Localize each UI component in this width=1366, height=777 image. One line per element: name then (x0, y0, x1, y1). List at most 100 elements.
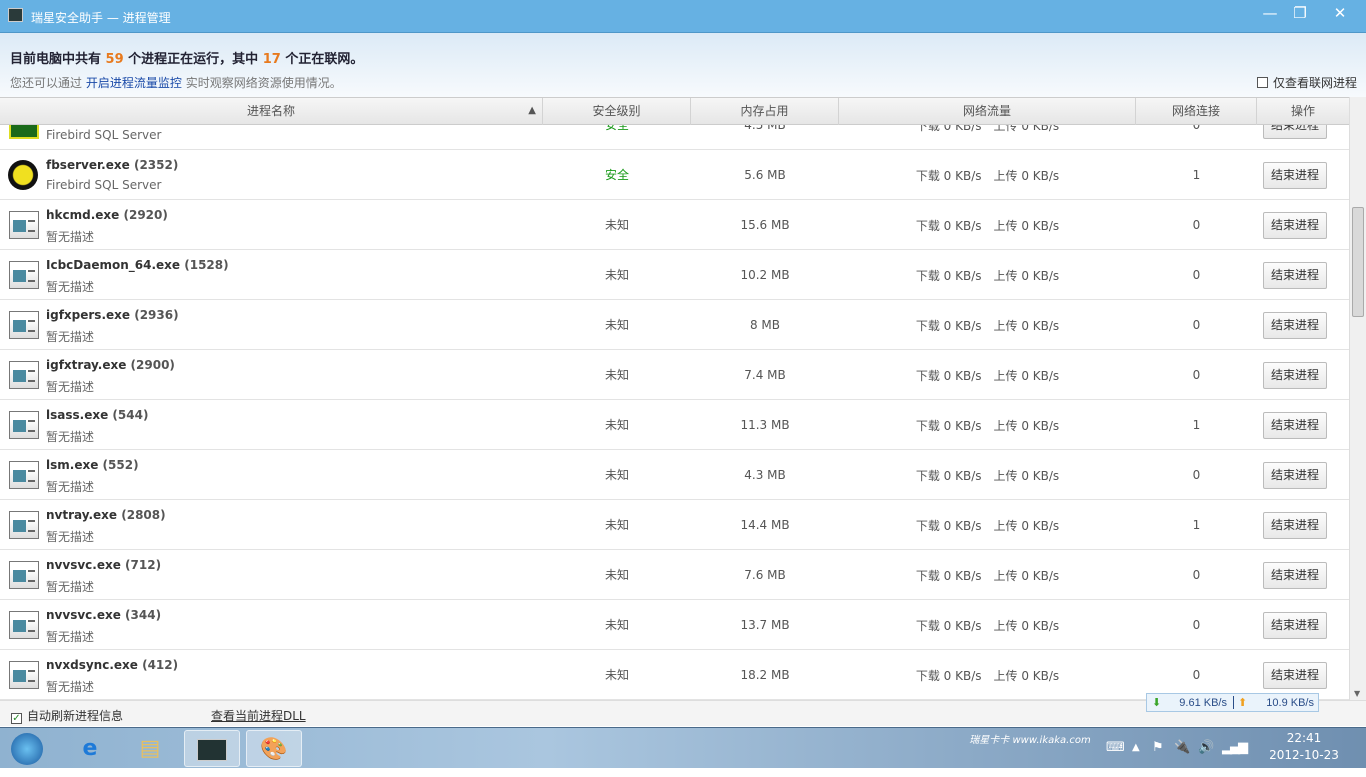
memory-usage: 18.2 MB (740, 668, 790, 682)
table-header: 进程名称 ▲ 安全级别 内存占用 网络流量 网络连接 操作 (0, 97, 1349, 125)
upload-rate: 上传 0 KB/s (993, 168, 1060, 183)
checkbox-icon (1256, 77, 1268, 88)
end-process-button[interactable]: 结束进程 (1263, 512, 1327, 539)
process-pid: (2808) (121, 508, 166, 522)
memory-usage: 15.6 MB (740, 218, 790, 232)
upload-rate: 上传 0 KB/s (993, 468, 1060, 483)
process-description: 暂无描述 (46, 530, 95, 544)
process-name: nvvsvc.exe (344) (46, 608, 161, 622)
column-name[interactable]: 进程名称 ▲ (0, 98, 543, 125)
end-process-button[interactable]: 结束进程 (1263, 212, 1327, 239)
end-process-button[interactable]: 结束进程 (1263, 612, 1327, 639)
column-traffic[interactable]: 网络流量 (839, 98, 1136, 125)
upload-speed: 10.9 KB/s (1266, 697, 1314, 709)
scrollbar-thumb[interactable] (1352, 207, 1364, 317)
security-level: 未知 (604, 268, 629, 282)
process-row[interactable]: lsm.exe (552) 暂无描述 未知 4.3 MB 下载 0 KB/s 上传… (0, 450, 1349, 500)
end-process-button[interactable]: 结束进程 (1263, 262, 1327, 289)
show-hidden-icons-icon[interactable]: ▲ (1132, 742, 1140, 753)
process-manager-taskbar-icon[interactable] (184, 730, 240, 767)
paint-taskbar-icon[interactable]: 🎨 (246, 730, 302, 767)
process-pid: (1528) (184, 258, 229, 272)
download-rate: 下载 0 KB/s (915, 468, 982, 483)
upload-arrow-icon: ⬆ (1238, 697, 1248, 709)
action-center-flag-icon[interactable]: ⚑ (1152, 740, 1164, 755)
end-process-button[interactable]: 结束进程 (1263, 662, 1327, 689)
process-exe: lsm.exe (46, 458, 99, 472)
network-traffic: 下载 0 KB/s 上传 0 KB/s (839, 350, 1136, 400)
process-row[interactable]: hkcmd.exe (2920) 暂无描述 未知 15.6 MB 下载 0 KB… (0, 200, 1349, 250)
download-rate: 下载 0 KB/s (915, 125, 982, 133)
network-process-count: 17 (262, 52, 281, 67)
security-level: 未知 (604, 468, 629, 482)
process-row[interactable]: nvxdsync.exe (412) 暂无描述 未知 18.2 MB 下载 0 … (0, 650, 1349, 700)
maximize-button[interactable]: ❐ (1293, 4, 1307, 22)
explorer-taskbar-icon[interactable]: ▤ (139, 736, 161, 761)
ie-taskbar-icon[interactable]: e (82, 736, 98, 761)
security-level: 未知 (604, 368, 629, 382)
end-process-button[interactable]: 结束进程 (1263, 462, 1327, 489)
end-process-button[interactable]: 结束进程 (1263, 362, 1327, 389)
process-description: 暂无描述 (46, 230, 95, 244)
column-security[interactable]: 安全级别 (543, 98, 691, 125)
process-pid: (712) (125, 558, 162, 572)
process-exe: lsass.exe (46, 408, 109, 422)
date: 2012-10-23 (1269, 748, 1339, 762)
monitor-icon (197, 739, 227, 761)
column-connections[interactable]: 网络连接 (1136, 98, 1257, 125)
column-memory[interactable]: 内存占用 (691, 98, 839, 125)
process-row[interactable]: lsass.exe (544) 暂无描述 未知 11.3 MB 下载 0 KB/… (0, 400, 1349, 450)
process-pid: (2900) (130, 358, 175, 372)
process-name: lsm.exe (552) (46, 458, 139, 472)
process-row[interactable]: IcbcDaemon_64.exe (1528) 暂无描述 未知 10.2 MB… (0, 250, 1349, 300)
scroll-down-icon[interactable]: ▼ (1354, 689, 1361, 698)
process-exe: nvtray.exe (46, 508, 118, 522)
connection-count: 0 (1192, 668, 1201, 682)
power-icon[interactable]: 🔌 (1174, 740, 1191, 755)
upload-rate: 上传 0 KB/s (993, 568, 1060, 583)
start-button[interactable] (2, 730, 52, 767)
process-pid: (2920) (123, 208, 168, 222)
minimize-button[interactable]: — (1262, 4, 1278, 22)
memory-usage: 4.3 MB (744, 468, 786, 482)
process-description: 暂无描述 (46, 280, 95, 294)
auto-refresh-checkbox[interactable]: ✓ 自动刷新进程信息 (11, 707, 123, 724)
process-description: 暂无描述 (46, 630, 95, 644)
process-row[interactable]: igfxtray.exe (2900) 暂无描述 未知 7.4 MB 下载 0 … (0, 350, 1349, 400)
download-rate: 下载 0 KB/s (915, 218, 982, 233)
summary-text: 个进程正在运行，其中 (128, 52, 259, 67)
process-exe: igfxpers.exe (46, 308, 131, 322)
firebird-icon (8, 160, 38, 190)
process-row[interactable]: igfxpers.exe (2936) 暂无描述 未知 8 MB 下载 0 KB… (0, 300, 1349, 350)
upload-rate: 上传 0 KB/s (993, 318, 1060, 333)
view-dll-link[interactable]: 查看当前进程DLL (211, 709, 306, 723)
process-name: nvxdsync.exe (412) (46, 658, 178, 672)
enable-traffic-monitor-link[interactable]: 开启进程流量监控 (85, 76, 182, 90)
security-level: 未知 (604, 668, 629, 682)
end-process-button[interactable]: 结束进程 (1263, 562, 1327, 589)
end-process-button[interactable]: 结束进程 (1263, 125, 1327, 139)
close-button[interactable]: ✕ (1333, 4, 1347, 22)
process-row[interactable]: Firebird SQL Server 安全 4.5 MB 下载 0 KB/s 上… (0, 125, 1349, 150)
upload-rate: 上传 0 KB/s (993, 418, 1060, 433)
process-description: 暂无描述 (46, 480, 95, 494)
end-process-button[interactable]: 结束进程 (1263, 312, 1327, 339)
connection-count: 0 (1192, 125, 1201, 132)
end-process-button[interactable]: 结束进程 (1263, 412, 1327, 439)
network-signal-icon[interactable]: ▂▄▆ (1222, 740, 1248, 755)
download-speed: 9.61 KB/s (1179, 697, 1227, 709)
clock[interactable]: 22:41 2012-10-23 (1262, 730, 1346, 764)
volume-icon[interactable]: 🔊 (1198, 740, 1215, 755)
process-row[interactable]: nvvsvc.exe (344) 暂无描述 未知 13.7 MB 下载 0 KB… (0, 600, 1349, 650)
app-window-icon (9, 511, 39, 539)
keyboard-icon[interactable]: ⌨ (1106, 740, 1125, 755)
end-process-button[interactable]: 结束进程 (1263, 162, 1327, 189)
process-row[interactable]: nvvsvc.exe (712) 暂无描述 未知 7.6 MB 下载 0 KB/… (0, 550, 1349, 600)
scrollbar[interactable]: ▼ (1349, 97, 1366, 700)
upload-rate: 上传 0 KB/s (993, 218, 1060, 233)
process-row[interactable]: fbserver.exe (2352) Firebird SQL Server … (0, 150, 1349, 200)
network-only-checkbox[interactable]: 仅查看联网进程 (1256, 74, 1357, 91)
download-rate: 下载 0 KB/s (915, 618, 982, 633)
process-count: 59 (105, 52, 124, 67)
process-row[interactable]: nvtray.exe (2808) 暂无描述 未知 14.4 MB 下载 0 K… (0, 500, 1349, 550)
